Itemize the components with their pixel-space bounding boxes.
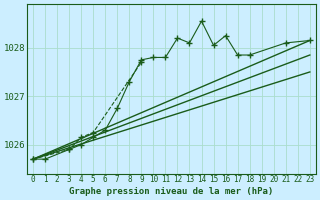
X-axis label: Graphe pression niveau de la mer (hPa): Graphe pression niveau de la mer (hPa): [69, 187, 274, 196]
